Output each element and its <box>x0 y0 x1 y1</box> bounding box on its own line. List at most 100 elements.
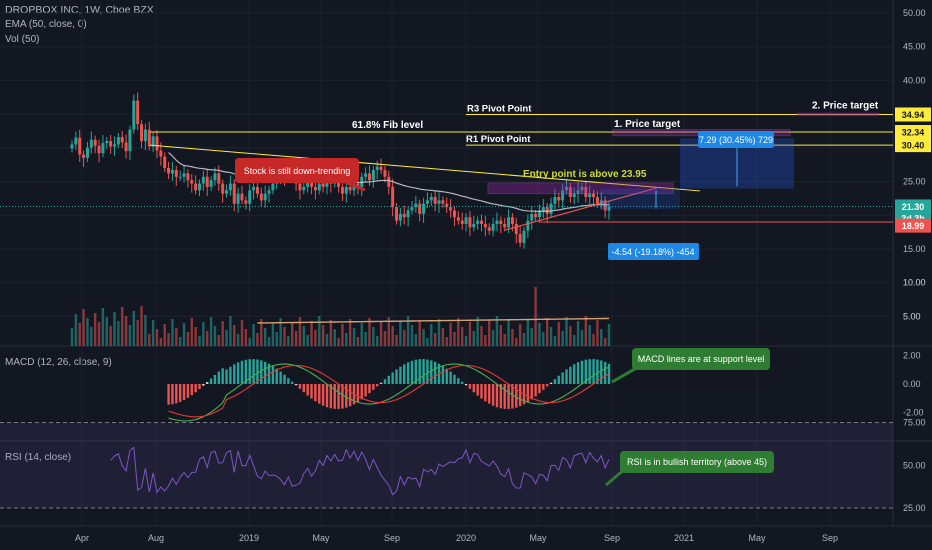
volume-bar <box>283 327 286 346</box>
macd-histogram-bar <box>422 359 425 384</box>
volume-bar <box>414 334 418 346</box>
volume-bar <box>97 322 101 346</box>
macd-histogram-bar <box>341 384 344 409</box>
volume-bar <box>74 314 78 346</box>
candle-body <box>236 193 240 204</box>
y-tick-label: 10.00 <box>903 278 926 288</box>
volume-bar <box>329 320 333 346</box>
macd-histogram-bar <box>206 382 209 384</box>
candle-body <box>136 100 140 125</box>
volume-legend: Vol (50) <box>5 34 40 45</box>
x-tick-label: Aug <box>148 533 164 543</box>
candle-body <box>425 200 429 204</box>
y-tick-label: 15.00 <box>903 244 926 254</box>
candle-body <box>572 193 576 198</box>
macd-y-tick: -2.00 <box>903 408 924 418</box>
macd-histogram-bar <box>209 378 213 384</box>
macd-histogram-bar <box>225 369 228 384</box>
candle-body <box>248 190 252 204</box>
y-tick-label: 25.00 <box>903 177 926 187</box>
volume-bar <box>260 319 263 346</box>
candle-body <box>155 136 159 151</box>
candle-body <box>252 186 256 191</box>
volume-bar <box>213 326 217 346</box>
volume-bar <box>379 322 383 346</box>
candle-body <box>449 207 453 211</box>
volume-bar <box>144 315 147 346</box>
macd-histogram-bar <box>171 384 174 405</box>
candle-body <box>364 173 368 177</box>
price-badge <box>895 107 931 122</box>
volume-bar <box>410 325 414 346</box>
volume-bar <box>545 318 549 346</box>
candle-body <box>259 193 263 201</box>
volume-bar <box>178 337 182 346</box>
signal-line <box>168 364 610 418</box>
candle-body <box>429 197 433 201</box>
candle-body <box>182 173 186 177</box>
price-badge <box>895 138 931 153</box>
candle-body <box>140 124 144 142</box>
volume-bar <box>348 319 352 346</box>
macd-histogram-bar <box>399 366 402 384</box>
volume-bar <box>101 308 105 346</box>
macd-callout-box <box>632 348 770 370</box>
volume-bar <box>480 326 483 346</box>
candle-body <box>391 186 395 208</box>
volume-bar <box>190 318 193 346</box>
macd-histogram-bar <box>569 366 572 384</box>
candle-body <box>93 139 97 146</box>
candle-body <box>74 137 78 145</box>
volume-bar <box>167 333 170 346</box>
candle-body <box>464 217 468 224</box>
macd-histogram-bar <box>414 359 418 384</box>
volume-bar <box>314 330 317 346</box>
candle-body <box>595 197 599 204</box>
macd-legend: MACD (12, 26, close, 9) <box>5 357 112 368</box>
x-tick-label: Sep <box>604 533 620 543</box>
macd-histogram-bar <box>337 384 340 409</box>
candle-body <box>298 183 302 191</box>
loss-badge-text: -4.54 (-19.18%) -454 <box>611 247 694 257</box>
x-tick-label: May <box>312 533 330 543</box>
macd-histogram-bar <box>553 379 557 384</box>
volume-bar <box>526 319 530 346</box>
volume-bar <box>345 333 348 346</box>
volume-bar <box>356 337 360 346</box>
volume-bar <box>128 325 132 346</box>
price-target-2-label: 2. Price target <box>812 100 879 111</box>
volume-bar <box>206 331 209 346</box>
macd-histogram-bar <box>383 379 387 384</box>
volume-bar <box>468 322 472 346</box>
volume-bar <box>70 328 74 346</box>
candle-body <box>522 230 526 243</box>
candle-body <box>190 180 194 184</box>
macd-histogram-bar <box>175 384 178 404</box>
volume-bar <box>163 324 166 346</box>
candle-body <box>503 223 507 228</box>
y-tick-label: 45.00 <box>903 42 926 52</box>
macd-histogram-bar <box>395 369 398 384</box>
macd-histogram-bar <box>194 384 197 393</box>
candle-body <box>321 183 325 187</box>
volume-bar <box>151 320 155 346</box>
rsi-y-tick: 50.00 <box>903 460 926 470</box>
candle-body <box>263 193 267 201</box>
rsi-callout-text: RSI is in bullish territory (above 45) <box>627 457 767 467</box>
macd-histogram-bar <box>410 360 414 384</box>
candle-body <box>194 183 198 191</box>
macd-histogram-bar <box>182 384 186 401</box>
volume-bar <box>109 326 112 346</box>
rsi-line <box>110 446 610 496</box>
volume-bar <box>553 336 557 346</box>
candle-body <box>557 197 561 201</box>
loss-box <box>600 188 680 210</box>
price-badge-text: 32.34 <box>902 128 925 138</box>
volume-bar <box>464 336 468 346</box>
candle-body <box>209 180 213 187</box>
volume-bar <box>124 316 128 346</box>
candle-body <box>356 183 360 187</box>
candle-body <box>325 180 329 187</box>
